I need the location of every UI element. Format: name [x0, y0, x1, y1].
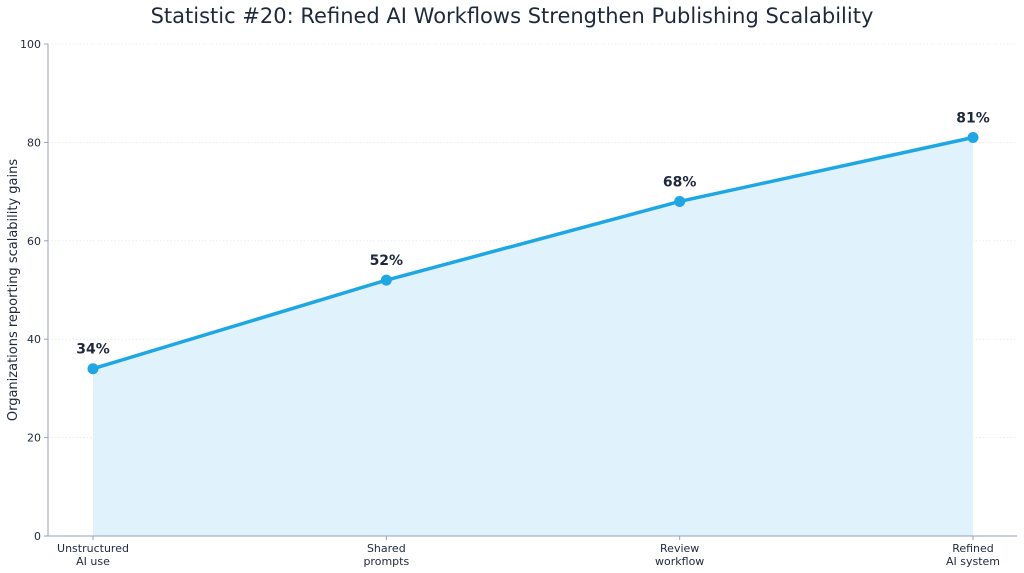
y-tick-label-60: 60 — [27, 235, 41, 248]
data-point-1 — [380, 274, 392, 286]
data-label-2: 68% — [663, 174, 697, 190]
data-label-0: 34% — [76, 342, 110, 358]
y-axis-label: Organizations reporting scalability gain… — [6, 159, 21, 421]
chart-title: Statistic #20: Refined AI Workflows Stre… — [150, 4, 874, 28]
y-tick-label-20: 20 — [27, 432, 41, 445]
y-tick-label-40: 40 — [27, 333, 41, 346]
data-point-2 — [674, 195, 686, 207]
x-tick-label-3: Refined AI system — [946, 542, 1000, 568]
x-tick-label-0: Unstructured AI use — [57, 542, 129, 568]
series-line — [91, 135, 975, 371]
y-tick-label-0: 0 — [34, 530, 41, 543]
y-tick-label-80: 80 — [27, 136, 41, 149]
x-tick-label-1: Shared prompts — [363, 542, 409, 568]
data-label-3: 81% — [956, 110, 990, 126]
data-point-3 — [967, 131, 979, 143]
y-tick-label-100: 100 — [20, 38, 41, 51]
x-tick-label-2: Review workflow — [655, 542, 704, 568]
data-point-0 — [87, 363, 99, 375]
area-fill — [93, 137, 973, 537]
data-label-1: 52% — [370, 253, 404, 269]
